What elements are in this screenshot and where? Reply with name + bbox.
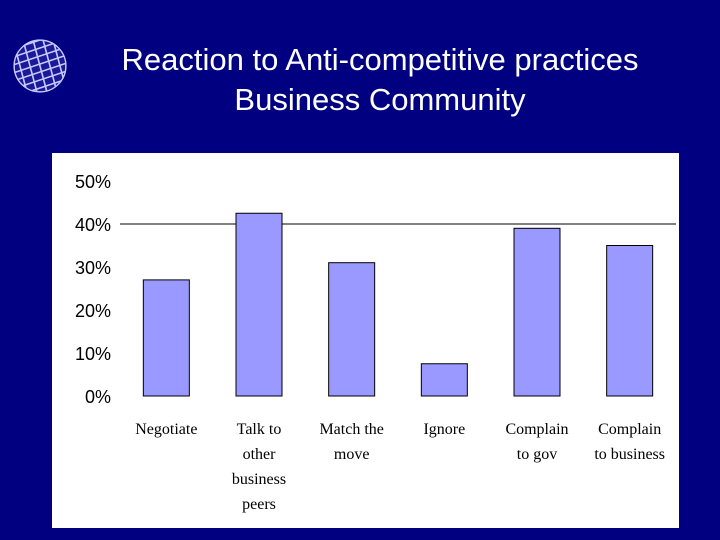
- chart-panel: 0% 10% 20% 30% 40% 50% Negotiate Talk to other bu…: [52, 153, 679, 528]
- y-tick-label: 50%: [75, 172, 111, 192]
- slide-title: Reaction to Anti-competitive practices B…: [70, 40, 690, 120]
- x-tick-label: move: [334, 446, 370, 463]
- x-tick-label: Match the: [319, 421, 383, 438]
- y-tick-label: 30%: [75, 258, 111, 278]
- bar: [513, 227, 561, 397]
- bar: [420, 363, 468, 397]
- x-tick-label: to business: [594, 446, 665, 463]
- x-tick-label: Negotiate: [135, 421, 197, 438]
- y-tick-label: 10%: [75, 344, 111, 364]
- bar-chart: 0% 10% 20% 30% 40% 50% Negotiate Talk to other bu…: [75, 172, 676, 513]
- slide-title-line-2: Business Community: [234, 82, 526, 117]
- x-tick-label: Ignore: [423, 421, 465, 438]
- bar: [606, 245, 654, 397]
- x-tick-label: to gov: [517, 446, 557, 463]
- slide-title-line-1: Reaction to Anti-competitive practices: [121, 42, 639, 77]
- x-tick-label: Complain: [598, 421, 661, 438]
- x-tick-label: Talk to: [237, 421, 282, 438]
- globe-icon: [13, 39, 67, 93]
- y-tick-label: 20%: [75, 301, 111, 321]
- bar: [235, 212, 283, 397]
- y-tick-label: 40%: [75, 215, 111, 235]
- x-tick-label: Complain: [505, 421, 568, 438]
- x-tick-label: business: [232, 471, 286, 488]
- x-tick-label: other: [243, 446, 277, 463]
- bar: [142, 279, 190, 397]
- y-tick-label: 0%: [85, 387, 111, 407]
- x-tick-label: peers: [242, 496, 276, 513]
- bar: [328, 262, 376, 397]
